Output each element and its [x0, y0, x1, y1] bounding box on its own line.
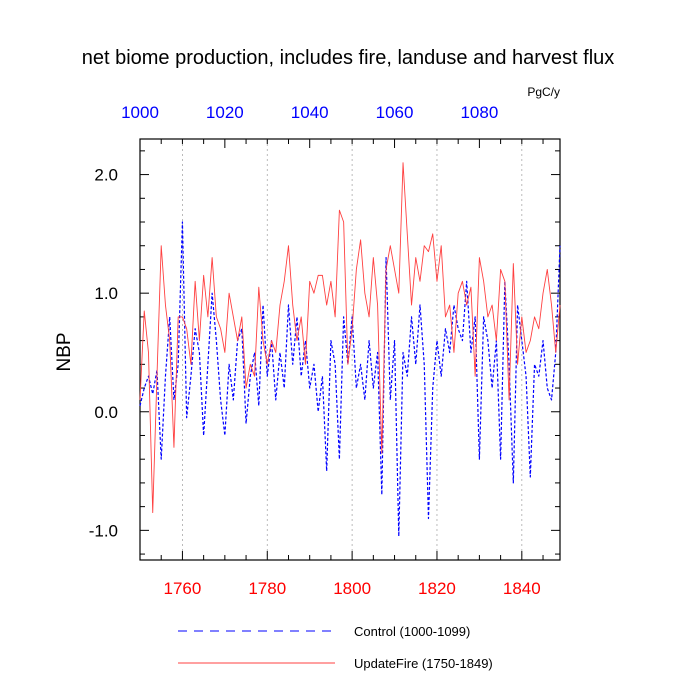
legend-label-updatefire: UpdateFire (1750-1849)	[354, 656, 493, 671]
legend: Control (1000-1099) UpdateFire (1750-184…	[178, 624, 493, 671]
units-label: PgC/y	[527, 85, 560, 99]
bottom-tick-label-1780: 1780	[248, 579, 286, 598]
bottom-tick-label-1820: 1820	[418, 579, 456, 598]
plot-frame	[139, 138, 561, 561]
bottom-tick-label-1840: 1840	[503, 579, 541, 598]
left-tick-label-2: 1.0	[94, 284, 118, 303]
axis-ticks	[139, 139, 560, 560]
chart-title: net biome production, includes fire, lan…	[82, 47, 615, 69]
left-tick-label-3: 2.0	[94, 166, 118, 185]
tick-labels: 1760 1780 1800 1820 1840 1000 1020 1040 1060 1080…	[89, 103, 541, 598]
grid-lines	[182, 139, 523, 560]
top-tick-label-1040: 1040	[291, 103, 329, 122]
bottom-tick-label-1760: 1760	[164, 579, 202, 598]
bottom-tick-label-1800: 1800	[333, 579, 371, 598]
top-tick-label-1080: 1080	[460, 103, 498, 122]
left-tick-label-0: -1.0	[89, 521, 118, 540]
top-tick-label-1060: 1060	[376, 103, 414, 122]
top-tick-label-1020: 1020	[206, 103, 244, 122]
top-tick-label-1000: 1000	[121, 103, 159, 122]
left-tick-label-1: 0.0	[94, 403, 118, 422]
legend-label-control: Control (1000-1099)	[354, 624, 470, 639]
series-line-0	[139, 221, 561, 537]
y-axis-label: NBP	[54, 332, 75, 371]
series-line-1	[139, 162, 561, 514]
series-layer	[139, 162, 561, 537]
